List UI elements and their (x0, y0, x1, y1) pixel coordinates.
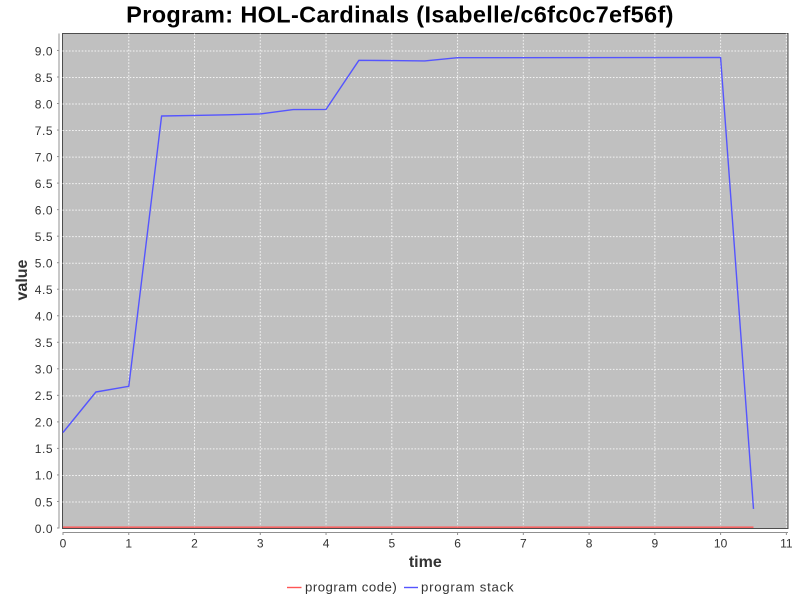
svg-text:8.5: 8.5 (35, 71, 53, 85)
svg-text:6.0: 6.0 (35, 203, 53, 217)
svg-text:1.0: 1.0 (35, 469, 53, 483)
svg-text:program code): program code) (305, 580, 397, 595)
svg-text:8.0: 8.0 (35, 97, 53, 111)
svg-text:3: 3 (257, 537, 264, 551)
svg-text:value: value (14, 259, 31, 300)
svg-text:9.0: 9.0 (35, 44, 53, 58)
svg-text:6: 6 (454, 537, 461, 551)
svg-text:5.0: 5.0 (35, 257, 53, 271)
svg-text:program stack: program stack (421, 580, 514, 595)
svg-text:4.0: 4.0 (35, 310, 53, 324)
svg-text:Program: HOL-Cardinals (Isabel: Program: HOL-Cardinals (Isabelle/c6fc0c7… (126, 2, 674, 28)
svg-text:4: 4 (323, 537, 330, 551)
svg-text:2: 2 (191, 537, 198, 551)
svg-text:2.5: 2.5 (35, 389, 53, 403)
svg-text:6.5: 6.5 (35, 177, 53, 191)
svg-text:2.0: 2.0 (35, 416, 53, 430)
svg-text:5: 5 (388, 537, 395, 551)
svg-text:7.0: 7.0 (35, 150, 53, 164)
svg-text:4.5: 4.5 (35, 283, 53, 297)
svg-text:10: 10 (714, 537, 728, 551)
svg-text:1: 1 (125, 537, 132, 551)
svg-text:3.0: 3.0 (35, 363, 53, 377)
svg-text:3.5: 3.5 (35, 336, 53, 350)
svg-text:0: 0 (60, 537, 67, 551)
svg-text:time: time (409, 554, 442, 571)
svg-text:0.5: 0.5 (35, 495, 53, 509)
svg-text:1.5: 1.5 (35, 442, 53, 456)
svg-text:11: 11 (780, 537, 793, 551)
svg-text:9: 9 (651, 537, 658, 551)
svg-text:7: 7 (520, 537, 527, 551)
svg-text:5.5: 5.5 (35, 230, 53, 244)
svg-text:8: 8 (586, 537, 593, 551)
svg-text:7.5: 7.5 (35, 124, 53, 138)
svg-text:0.0: 0.0 (35, 522, 53, 536)
